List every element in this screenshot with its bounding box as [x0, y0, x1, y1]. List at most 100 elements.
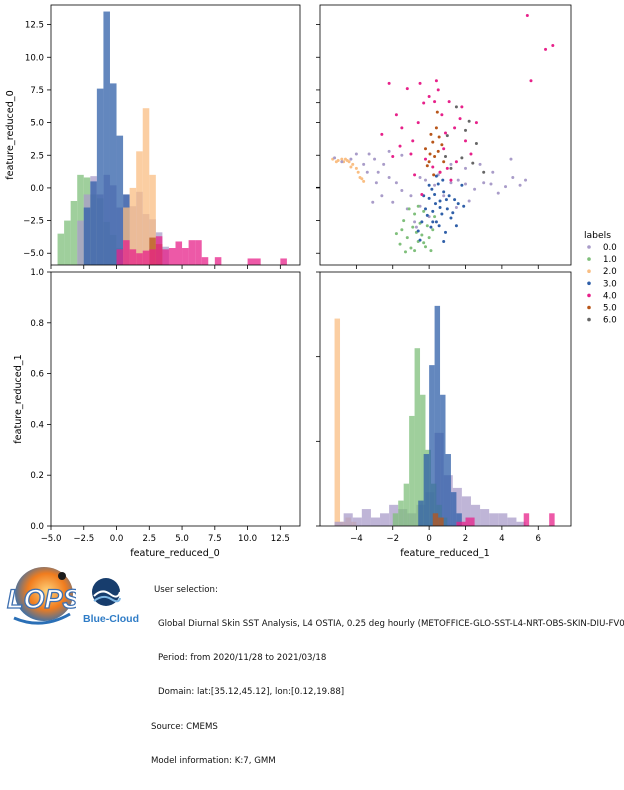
scatter-point-0_0 [349, 157, 353, 161]
hist1-bar-0_0 [461, 496, 471, 526]
scatter-point-3_0 [449, 216, 453, 220]
scatter-point-1_0 [405, 236, 409, 240]
hist1-bar-3_0 [440, 394, 446, 526]
scatter-point-6_0 [464, 128, 468, 132]
scatter-point-3_0 [437, 224, 441, 228]
scatter-point-4_0 [449, 178, 453, 182]
y-tick-label: 0.8 [30, 319, 44, 329]
hist1-bar-5_0 [438, 517, 444, 526]
scatter-point-5_0 [436, 149, 440, 153]
scatter-point-4_0 [422, 101, 426, 105]
scatter-point-4_0 [423, 157, 427, 161]
scatter-point-4_0 [474, 121, 478, 125]
legend-title: labels [584, 230, 611, 241]
scatter-point-0_0 [456, 178, 460, 182]
hist1-bar-5_0 [432, 513, 439, 526]
scatter-point-4_0 [400, 126, 404, 130]
y-tick-label: 0.2 [30, 471, 44, 481]
scatter-point-3_0 [420, 220, 424, 224]
scatter-point-0_0 [371, 200, 375, 204]
scatter-point-5_0 [432, 173, 436, 177]
scatter-point-3_0 [431, 220, 435, 224]
scatter-point-2_0 [345, 158, 349, 162]
scatter-point-0_0 [423, 178, 427, 182]
scatter-point-4_0 [411, 139, 415, 143]
scatter-point-5_0 [431, 140, 435, 144]
scatter-point-4_0 [387, 81, 391, 85]
histogram-feature-reduced-1-panel: −4 −2 0 2 4 6 [316, 102, 572, 544]
scatter-point-4_0 [447, 100, 451, 104]
x-tick-label: 12.5 [271, 534, 290, 544]
scatter-point-6_0 [449, 166, 453, 170]
scatter-point-1_0 [413, 212, 417, 216]
hist1-bar-1_0 [414, 348, 421, 526]
scatter-point-1_0 [416, 204, 420, 208]
hist1-bar-0_0 [470, 504, 481, 526]
scatter-point-4_0 [436, 88, 440, 92]
hist0-bar-4_0 [116, 249, 124, 265]
hist0-bar-4_0 [123, 240, 130, 265]
x-tick-label: 7.5 [208, 534, 222, 544]
footer: LOPS Blue-Cloud User selection: Global D… [0, 562, 624, 766]
scatter-point-3_0 [445, 207, 449, 211]
y-tick-label: 5.0 [30, 119, 44, 129]
hist1-bar-0_0 [343, 513, 353, 526]
scatter-point-4_0 [431, 165, 435, 169]
hist0-bar-4_0 [168, 248, 176, 265]
y-tick-label: 0.0 [30, 184, 44, 194]
scatter-point-0_0 [464, 182, 468, 186]
scatter-point-2_0 [362, 179, 366, 183]
scatter-point-1_0 [427, 236, 431, 240]
scatter-point-4_0 [433, 100, 437, 104]
footer-line-dataset: Global Diurnal Skin SST Analysis, L4 OST… [158, 619, 624, 630]
y-tick-label: 0.4 [30, 420, 44, 430]
scatter-point-4_0 [529, 79, 533, 83]
hist1-bar-0_0 [380, 513, 390, 526]
legend-label: 6.0 [603, 316, 617, 326]
scatter-point-2_0 [349, 165, 353, 169]
scatter-point-3_0 [418, 238, 422, 242]
legend-label: 4.0 [603, 291, 617, 301]
scatter-point-3_0 [444, 198, 448, 202]
scatter-point-3_0 [416, 229, 420, 233]
scatter-point-4_0 [444, 131, 447, 135]
hist0-bar-4_0 [155, 236, 163, 265]
y-tick-label: 1.0 [30, 268, 44, 278]
hist0-bar-4_0 [280, 258, 287, 265]
legend-label: 2.0 [603, 267, 617, 277]
legend-marker-6_0 [587, 317, 591, 322]
x-axis-label-right: feature_reduced_1 [400, 548, 489, 559]
x-tick-label: 10.0 [238, 534, 257, 544]
legend-marker-0_0 [587, 245, 591, 249]
hist0-bar-3_0 [116, 135, 124, 265]
hist1-bar-4_0 [549, 513, 555, 526]
scatter-point-4_0 [427, 94, 431, 98]
scatter-point-4_0 [416, 121, 420, 125]
scatter-point-3_0 [431, 209, 435, 213]
scatter-point-4_0 [453, 126, 457, 130]
hist1-bar-4_0 [456, 521, 466, 526]
footer-line-domain: Domain: lat:[35.12,45.12], lon:[0.12,19.… [158, 687, 345, 698]
hist1-bar-0_0 [452, 487, 462, 526]
scatter-point-4_0 [405, 87, 409, 91]
hist1-bar-3_0 [445, 454, 451, 526]
hist0-bar-4_0 [175, 241, 183, 265]
scatter-point-4_0 [525, 13, 529, 17]
hist0-bar-0_0 [77, 220, 84, 265]
hist0-bar-1_0 [77, 174, 84, 265]
hist0-bar-2_0 [136, 151, 143, 265]
scatter-point-3_0 [427, 183, 431, 187]
scatter-point-1_0 [433, 215, 437, 219]
scatter-point-1_0 [403, 250, 407, 254]
scatter-point-3_0 [427, 196, 431, 200]
scatter-point-5_0 [428, 152, 432, 156]
hist1-bar-3_0 [450, 492, 457, 526]
scatter-point-6_0 [474, 141, 478, 145]
scatter-point-3_0 [438, 199, 442, 203]
hist0-bar-3_0 [83, 207, 91, 265]
scatter-point-4_0 [445, 166, 449, 170]
scatter-point-1_0 [409, 246, 413, 250]
hist0-bar-2_0 [149, 174, 156, 265]
scatter-point-0_0 [414, 225, 418, 229]
scatter-point-0_0 [418, 175, 422, 179]
